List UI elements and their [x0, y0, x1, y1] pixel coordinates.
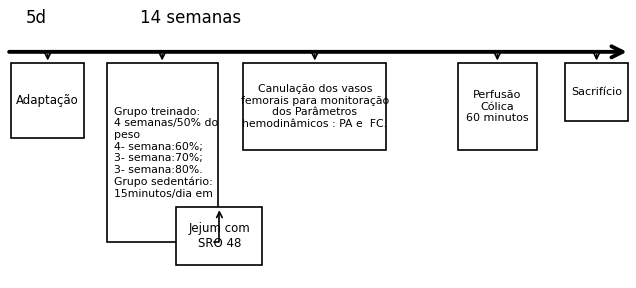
Text: Canulação dos vasos
femorais para monitoração
dos Parâmetros
hemodinâmicos : PA : Canulação dos vasos femorais para monito… — [240, 84, 389, 129]
Text: Perfusão
Cólica
60 minutos: Perfusão Cólica 60 minutos — [466, 90, 529, 123]
Text: Adaptação: Adaptação — [17, 94, 79, 107]
Bar — [458, 63, 537, 150]
Text: Sacrifício: Sacrifício — [571, 87, 622, 97]
Text: Jejum com
SRO 48: Jejum com SRO 48 — [188, 222, 251, 250]
Bar — [176, 207, 262, 265]
Text: 14 semanas: 14 semanas — [140, 9, 241, 27]
Bar — [565, 63, 628, 121]
Bar — [107, 63, 218, 242]
Text: 5d: 5d — [25, 9, 46, 27]
Bar — [244, 63, 387, 150]
Text: Grupo treinado:
4 semanas/50% do
peso
4- semana:60%;
3- semana:70%;
3- semana:80: Grupo treinado: 4 semanas/50% do peso 4-… — [114, 107, 218, 198]
Bar — [11, 63, 85, 138]
